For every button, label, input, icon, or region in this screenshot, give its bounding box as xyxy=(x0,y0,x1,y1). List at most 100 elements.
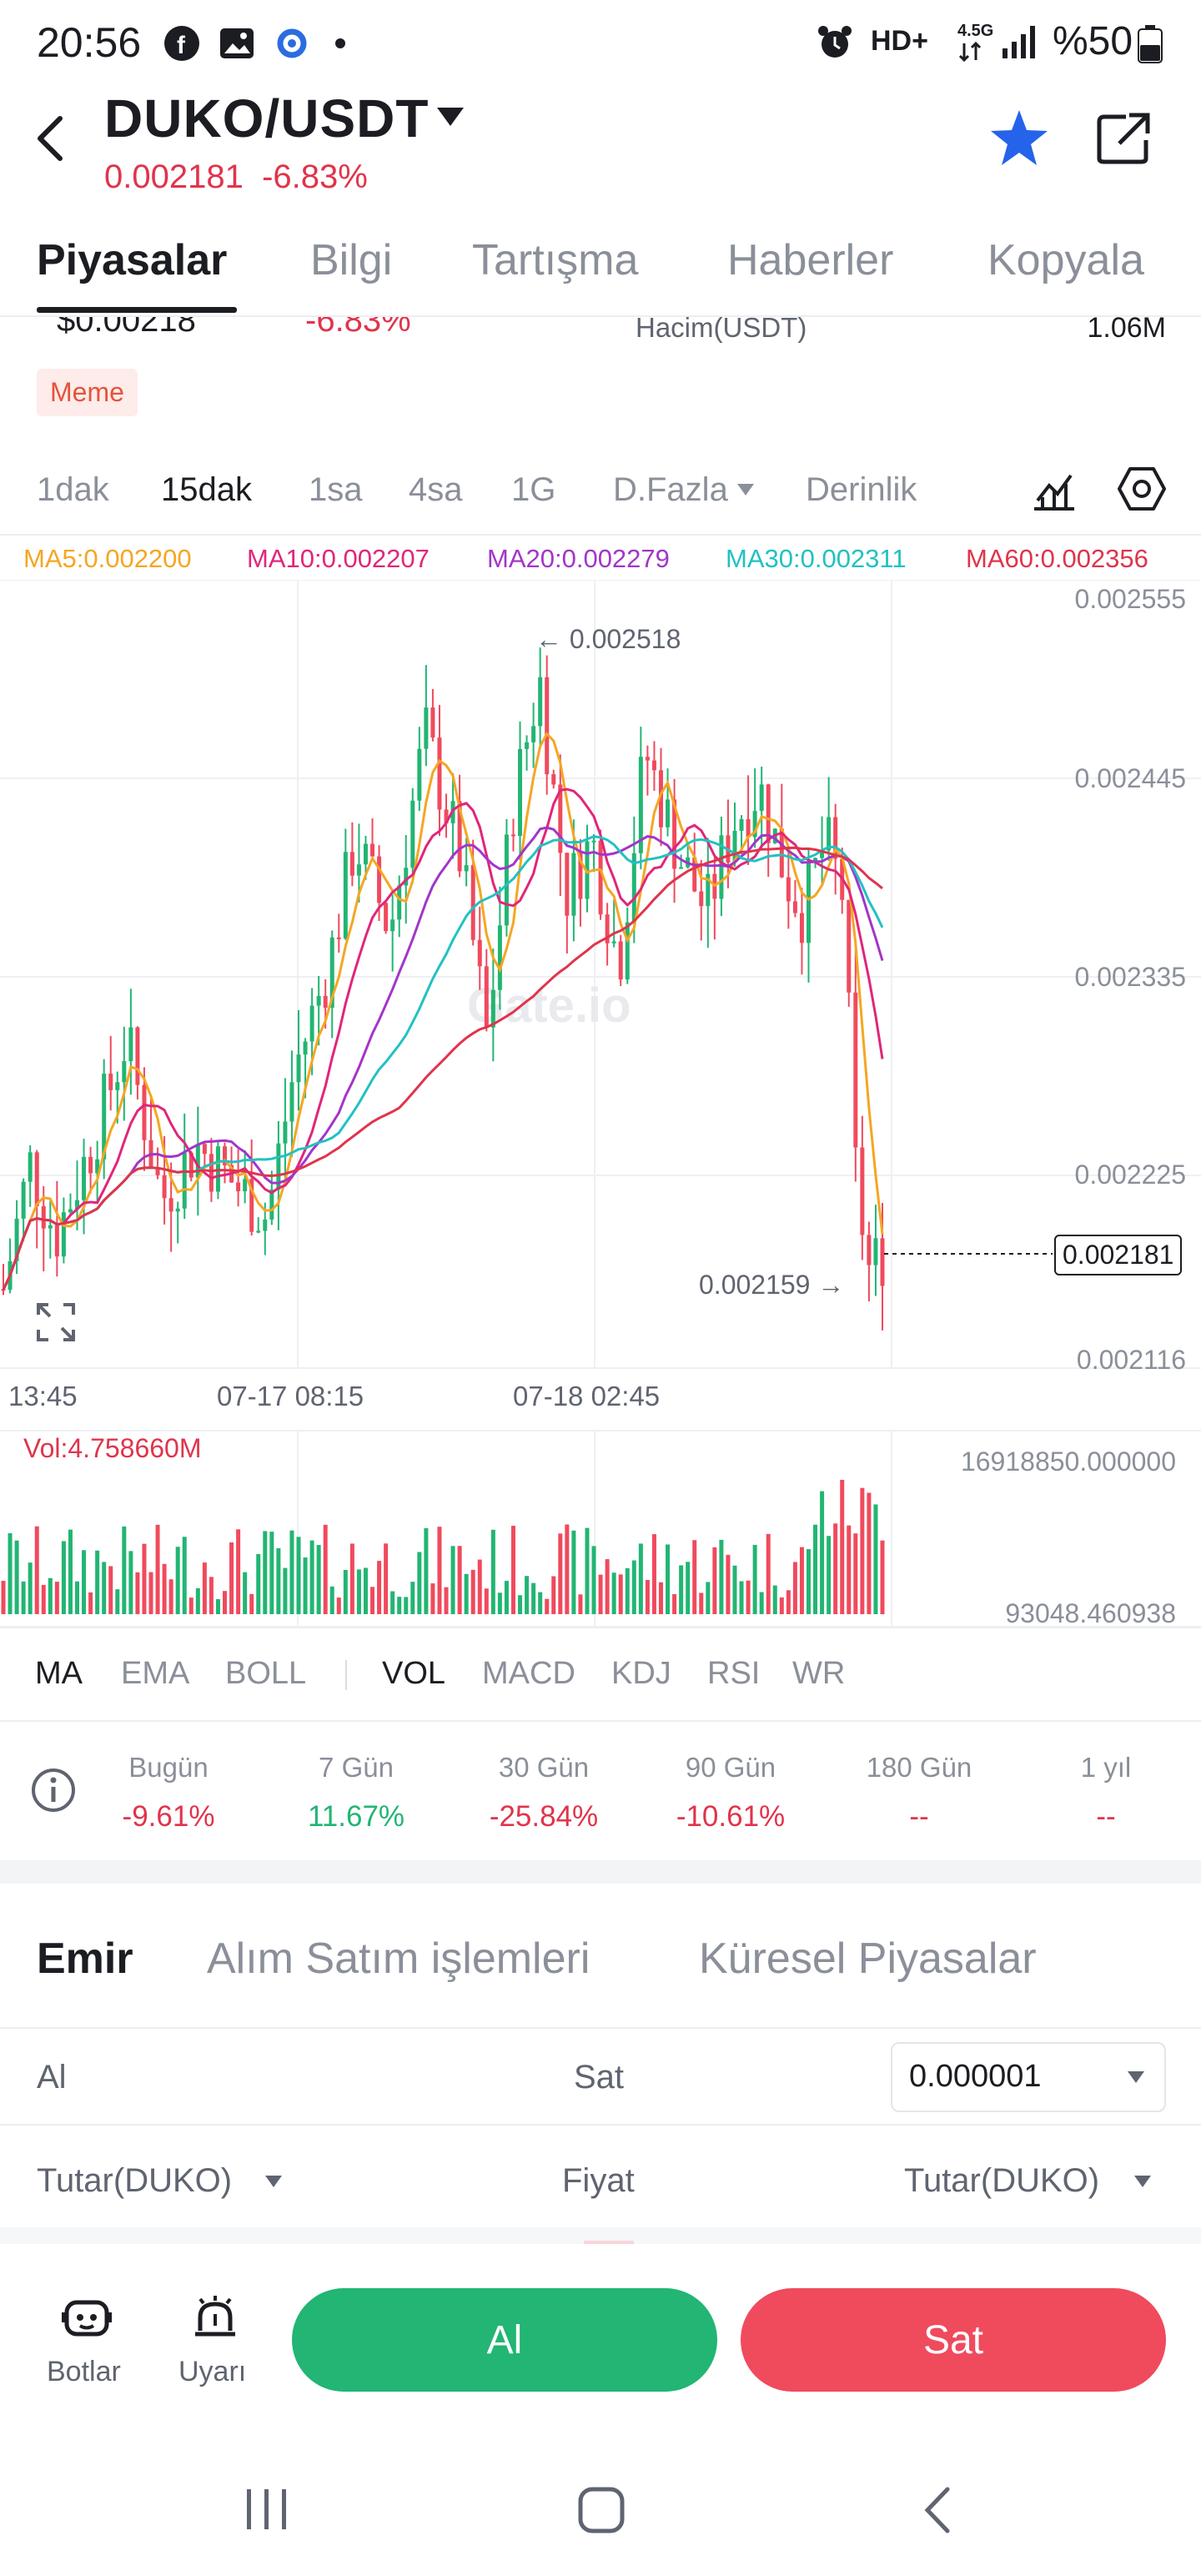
candle-body xyxy=(645,757,650,761)
timeframe-4sa[interactable]: 4sa xyxy=(409,471,463,508)
timeframe-1g[interactable]: 1G xyxy=(511,471,556,508)
left-amount-dropdown-icon[interactable] xyxy=(264,2174,284,2193)
right-amount-select[interactable]: Tutar(DUKO) xyxy=(904,2162,1100,2199)
volume-bar xyxy=(397,1597,402,1614)
volume-bar xyxy=(54,1582,59,1614)
volume-bar xyxy=(229,1542,234,1614)
candle-body xyxy=(61,1212,66,1257)
candle-body xyxy=(424,707,429,749)
volume-bar xyxy=(329,1586,334,1614)
indicator-boll[interactable]: BOLL xyxy=(225,1656,307,1691)
volume-bar xyxy=(296,1537,301,1614)
fullscreen-icon[interactable] xyxy=(35,1301,77,1347)
indicator-macd[interactable]: MACD xyxy=(482,1656,575,1691)
volume-bar xyxy=(195,1587,200,1614)
volume-bar xyxy=(108,1566,113,1614)
precision-select[interactable]: 0.000001 xyxy=(891,2042,1166,2112)
recent-apps-button[interactable] xyxy=(242,2486,292,2537)
settings-icon[interactable] xyxy=(1118,465,1166,516)
info-icon[interactable] xyxy=(30,1767,77,1818)
volume-bar xyxy=(128,1551,133,1614)
volume-axis-max: 16918850.000000 xyxy=(960,1446,1176,1477)
back-nav-button[interactable] xyxy=(921,2486,954,2538)
candle-body xyxy=(48,1225,53,1229)
tabs-divider xyxy=(0,315,1201,317)
indicator-vol[interactable]: VOL xyxy=(382,1656,446,1691)
price-chart[interactable]: Gate.io xyxy=(0,580,1201,1631)
volume-bar xyxy=(464,1573,469,1614)
volume-bar xyxy=(88,1592,93,1614)
volume-bar xyxy=(316,1545,321,1614)
active-tab-indicator xyxy=(37,307,237,313)
share-icon[interactable] xyxy=(1096,110,1154,169)
volume-bar xyxy=(457,1546,462,1614)
sell-button[interactable]: Sat xyxy=(741,2288,1166,2392)
candle-body xyxy=(746,819,751,838)
timeframe-depth[interactable]: Derinlik xyxy=(806,471,917,508)
candle-body xyxy=(390,919,395,932)
bots-icon[interactable] xyxy=(60,2292,113,2347)
volume-bar xyxy=(363,1567,368,1614)
facebook-icon: f xyxy=(163,25,200,66)
order-tab-emir[interactable]: Emir xyxy=(37,1935,133,1983)
right-amount-dropdown-icon[interactable] xyxy=(1133,2174,1153,2193)
volume-bar xyxy=(142,1543,147,1614)
order-tab-trades[interactable]: Alım Satım işlemleri xyxy=(207,1935,590,1983)
indicator-rsi[interactable]: RSI xyxy=(707,1656,761,1691)
indicator-wr[interactable]: WR xyxy=(792,1656,846,1691)
volume-value-label: Vol:4.758660M xyxy=(23,1433,202,1463)
svg-text:f: f xyxy=(177,32,186,59)
volume-bar xyxy=(545,1598,550,1614)
volume-bar xyxy=(531,1582,536,1614)
volume-bar xyxy=(578,1594,583,1614)
indicator-kdj[interactable]: KDJ xyxy=(611,1656,671,1691)
order-tab-global[interactable]: Küresel Piyasalar xyxy=(699,1935,1037,1983)
indicator-ema[interactable]: EMA xyxy=(121,1656,190,1691)
alert-icon[interactable] xyxy=(190,2292,240,2347)
timeframe-1sa[interactable]: 1sa xyxy=(309,471,363,508)
candle-body xyxy=(349,852,354,876)
ma-line xyxy=(2,732,884,1291)
candles-group xyxy=(1,647,885,1331)
bots-label[interactable]: Botlar xyxy=(47,2356,121,2387)
candle-body xyxy=(162,1175,167,1199)
orderbook-price-header: Fiyat xyxy=(562,2162,635,2199)
timeframe-more[interactable]: D.Fazla xyxy=(613,471,728,508)
candle-body xyxy=(370,843,375,857)
timeframe-1dak[interactable]: 1dak xyxy=(37,471,109,508)
back-button[interactable] xyxy=(33,115,70,166)
buy-button[interactable]: Al xyxy=(292,2288,717,2392)
left-amount-select[interactable]: Tutar(DUKO) xyxy=(37,2162,233,2199)
volume-bar xyxy=(598,1574,603,1614)
candle-body xyxy=(283,1121,288,1144)
pair-title[interactable]: DUKO/USDT xyxy=(104,88,430,148)
volume-bar xyxy=(518,1595,523,1614)
candle-body xyxy=(833,817,838,859)
tab-tartisma[interactable]: Tartışma xyxy=(472,236,639,284)
indicator-ma[interactable]: MA xyxy=(35,1656,83,1691)
orderbook-sell-label: Sat xyxy=(574,2059,625,2096)
indicator-chart-icon[interactable] xyxy=(1031,465,1078,516)
volume-bar xyxy=(504,1581,509,1614)
perf-period-today: Bugün xyxy=(128,1752,209,1783)
candle-body xyxy=(175,1208,180,1212)
pair-dropdown-icon[interactable] xyxy=(434,104,467,133)
timeframe-15dak[interactable]: 15dak xyxy=(161,471,252,508)
meme-badge[interactable]: Meme xyxy=(37,369,138,416)
home-button[interactable] xyxy=(577,2486,626,2538)
alerts-label[interactable]: Uyarı xyxy=(178,2356,247,2387)
candle-body xyxy=(799,913,804,943)
price-axis-label: 0.002445 xyxy=(1074,763,1186,793)
more-dropdown-icon[interactable] xyxy=(736,482,756,501)
candle-body xyxy=(236,1182,241,1192)
tab-bilgi[interactable]: Bilgi xyxy=(310,236,393,284)
section-separator xyxy=(0,1860,1201,1884)
tab-haberler[interactable]: Haberler xyxy=(727,236,894,284)
volume-bar xyxy=(410,1582,415,1614)
candle-body xyxy=(41,1205,46,1229)
tab-piyasalar[interactable]: Piyasalar xyxy=(37,236,228,284)
favorite-star-icon[interactable] xyxy=(989,108,1049,171)
volume-bar xyxy=(14,1540,19,1614)
tab-kopyala[interactable]: Kopyala xyxy=(987,236,1144,284)
volume-bar xyxy=(148,1572,153,1614)
